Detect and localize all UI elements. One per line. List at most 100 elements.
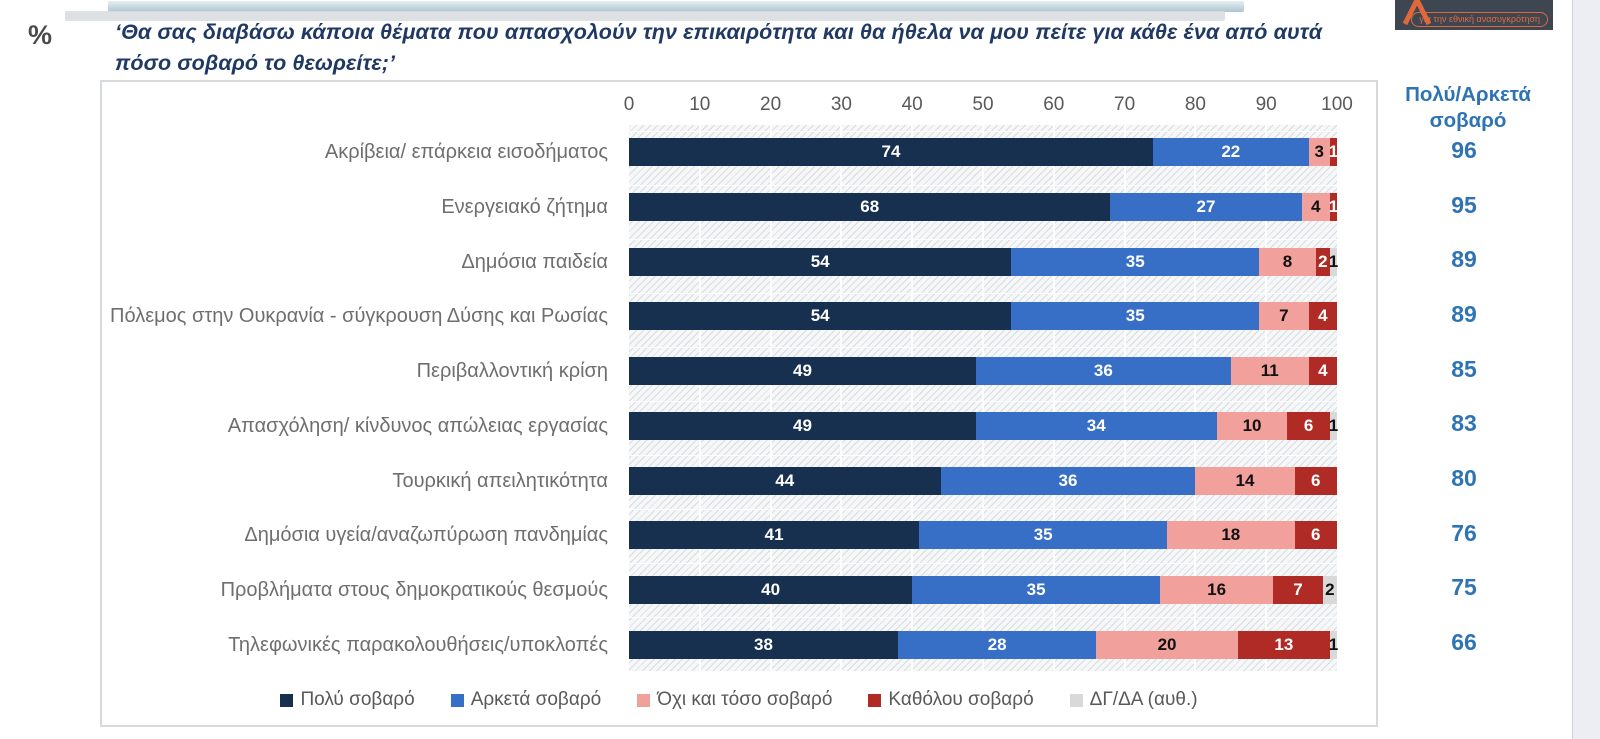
total-value: 66 bbox=[1451, 629, 1477, 656]
bar-value-label: 41 bbox=[764, 525, 784, 545]
logo-banner-text: για την εθνική ανασυγκρότηση bbox=[1411, 12, 1548, 27]
bar-segment: 2 bbox=[1315, 247, 1330, 276]
bar-segment: 11 bbox=[1230, 357, 1309, 386]
category-label: Δημόσια παιδεία bbox=[461, 250, 608, 273]
axis-tick-label: 100 bbox=[1321, 94, 1353, 115]
bar-segment: 4 bbox=[1308, 357, 1337, 386]
bar-segment: 20 bbox=[1096, 630, 1238, 659]
bar-segment: 36 bbox=[940, 466, 1196, 495]
bar-segment: 36 bbox=[975, 357, 1231, 386]
axis-tick-label: 20 bbox=[760, 94, 782, 115]
bar-value-label: 3 bbox=[1314, 142, 1324, 162]
category-labels: Ακρίβεια/ επάρκεια εισοδήματος Ενεργειακό… bbox=[108, 125, 622, 672]
bar-rows: 74 22 3 1 68 27 4 1 54 35 8 2 1 54 35 7 4 49 36 11 4 49 34 10 6 1… bbox=[629, 125, 1339, 672]
bar-segment: 44 bbox=[629, 466, 941, 495]
bar-value-label: 16 bbox=[1207, 579, 1227, 599]
total-value: 89 bbox=[1451, 246, 1477, 273]
axis-tick-label: 80 bbox=[1184, 94, 1206, 115]
bar-value-label: 20 bbox=[1157, 634, 1177, 654]
bar-value-label: 54 bbox=[810, 251, 830, 271]
bar-value-label: 6 bbox=[1311, 525, 1321, 545]
legend-item: Αρκετά σοβαρό bbox=[450, 689, 602, 711]
bar-segment: 41 bbox=[629, 521, 920, 550]
stacked-bar: 41 35 18 6 bbox=[629, 521, 1337, 550]
legend-swatch bbox=[637, 693, 651, 707]
chart-frame: 0 10 20 30 40 50 60 70 80 90 100 Ακρίβεια/ επάρκει… bbox=[100, 80, 1378, 727]
chart-row: 38 28 20 13 1 bbox=[629, 617, 1339, 672]
legend-label: Καθόλου σοβαρό bbox=[888, 689, 1034, 710]
total-value: 96 bbox=[1451, 136, 1477, 163]
bar-segment: 74 bbox=[629, 138, 1153, 167]
bar-segment: 6 bbox=[1294, 466, 1337, 495]
bar-value-label: 27 bbox=[1196, 197, 1216, 217]
total-value: 89 bbox=[1451, 300, 1477, 327]
category-label: Τουρκική απειλητικότητα bbox=[392, 469, 608, 492]
bar-value-label: 2 bbox=[1318, 251, 1328, 271]
bar-segment: 6 bbox=[1287, 411, 1330, 440]
bar-segment: 3 bbox=[1308, 138, 1330, 167]
axis-tick-label: 50 bbox=[972, 94, 994, 115]
chart-title: ‘Θα σας διαβάσω κάποια θέματα που απασχο… bbox=[115, 20, 1323, 75]
bar-value-label: 1 bbox=[1328, 197, 1339, 217]
bar-value-label: 1 bbox=[1328, 142, 1339, 162]
total-value: 76 bbox=[1451, 519, 1477, 546]
bar-segment: 1 bbox=[1328, 411, 1339, 440]
bar-segment: 16 bbox=[1159, 575, 1274, 604]
legend-label: Όχι και τόσο σοβαρό bbox=[657, 689, 833, 710]
bar-segment: 1 bbox=[1328, 138, 1339, 167]
total-value: 75 bbox=[1451, 574, 1477, 601]
bar-segment: 22 bbox=[1152, 138, 1309, 167]
bar-value-label: 1 bbox=[1328, 634, 1339, 654]
chart-row: 68 27 4 1 bbox=[629, 180, 1339, 235]
stacked-bar: 40 35 16 7 2 bbox=[629, 575, 1337, 604]
bar-value-label: 14 bbox=[1235, 470, 1255, 490]
legend-swatch bbox=[450, 693, 464, 707]
x-axis: 0 10 20 30 40 50 60 70 80 90 100 bbox=[624, 94, 1353, 122]
bar-value-label: 35 bbox=[1125, 306, 1145, 326]
pollster-logo: για την εθνική ανασυγκρότηση bbox=[1395, 0, 1553, 30]
bar-value-label: 40 bbox=[761, 579, 781, 599]
total-value: 80 bbox=[1451, 465, 1477, 492]
total-value: 85 bbox=[1451, 355, 1477, 382]
bar-segment: 27 bbox=[1110, 193, 1302, 222]
bar-value-label: 13 bbox=[1274, 634, 1294, 654]
percent-unit-label: % bbox=[28, 20, 53, 50]
axis-tick-label: 90 bbox=[1255, 94, 1277, 115]
legend-swatch bbox=[280, 693, 294, 707]
bar-value-label: 6 bbox=[1303, 415, 1314, 435]
category-label: Απασχόληση/ κίνδυνος απώλειας εργασίας bbox=[227, 414, 608, 437]
bar-value-label: 1 bbox=[1328, 415, 1339, 435]
bar-value-label: 4 bbox=[1311, 197, 1321, 217]
legend-item: ΔΓ/ΔΑ (αυθ.) bbox=[1069, 689, 1198, 711]
totals-column-header: Πολύ/Αρκετά σοβαρό bbox=[1405, 83, 1531, 132]
bar-segment: 40 bbox=[629, 575, 913, 604]
bar-segment: 8 bbox=[1259, 247, 1316, 276]
bar-segment: 34 bbox=[975, 411, 1217, 440]
bar-value-label: 7 bbox=[1293, 579, 1303, 599]
axis-tick-label: 30 bbox=[830, 94, 852, 115]
legend-label: Πολύ σοβαρό bbox=[300, 689, 415, 710]
bar-value-label: 49 bbox=[792, 361, 812, 381]
plot-area: 74 22 3 1 68 27 4 1 54 35 8 2 1 54 35 7 4 49 36 11 4 49 34 10 6 1… bbox=[629, 125, 1339, 672]
bar-value-label: 49 bbox=[792, 415, 812, 435]
category-label: Ενεργειακό ζήτημα bbox=[441, 196, 608, 219]
chart-row: 54 35 8 2 1 bbox=[629, 234, 1338, 289]
legend-item: Καθόλου σοβαρό bbox=[868, 689, 1034, 711]
bar-segment: 10 bbox=[1216, 411, 1288, 440]
chart-row: 41 35 18 6 bbox=[629, 508, 1337, 563]
axis-tick-label: 10 bbox=[689, 94, 711, 115]
axis-tick-label: 0 bbox=[623, 94, 635, 115]
legend: Πολύ σοβαρό Αρκετά σοβαρό Όχι και τόσο σοβ… bbox=[102, 689, 1376, 711]
bar-segment: 2 bbox=[1322, 575, 1337, 604]
legend-label: Αρκετά σοβαρό bbox=[470, 689, 602, 710]
bar-segment: 7 bbox=[1273, 575, 1323, 604]
bar-segment: 1 bbox=[1328, 630, 1339, 659]
bar-value-label: 2 bbox=[1325, 579, 1335, 599]
bar-segment: 68 bbox=[629, 193, 1111, 222]
bar-segment: 4 bbox=[1301, 193, 1330, 222]
bar-segment: 54 bbox=[629, 247, 1012, 276]
category-label: Δημόσια υγεία/αναζωπύρωση πανδημίας bbox=[244, 524, 608, 547]
category-label: Περιβαλλοντική κρίση bbox=[416, 360, 608, 383]
stacked-bar: 74 22 3 1 bbox=[629, 138, 1339, 167]
category-label: Προβλήματα στους δημοκρατικούς θεσμούς bbox=[220, 578, 608, 601]
